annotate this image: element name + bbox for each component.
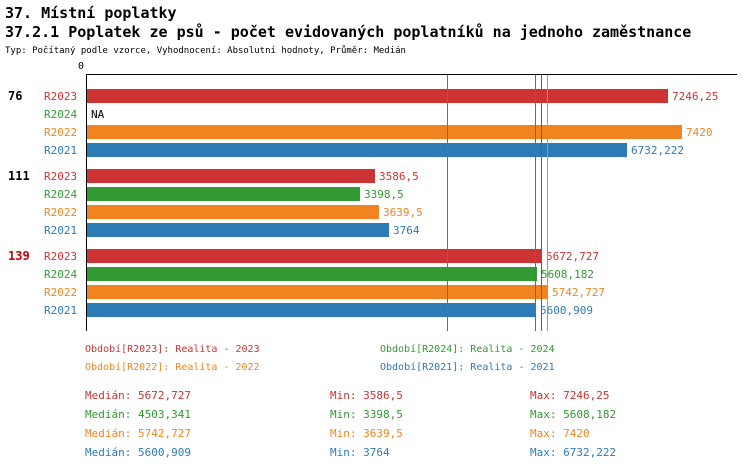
series-label: R2022 (44, 125, 78, 139)
bar-area: NA (86, 107, 750, 121)
series-label: R2023 (44, 89, 78, 103)
page-subtitle: 37.2.1 Poplatek ze psů - počet evidovaný… (5, 23, 692, 41)
bar (87, 205, 379, 219)
stat-min-R2022: Min: 3639,5 (330, 427, 403, 440)
bar-value-label: 6732,222 (631, 143, 684, 157)
stat-max-R2023: Max: 7246,25 (530, 389, 610, 402)
bar (87, 303, 536, 317)
legend-item-R2022: Období[R2022]: Realita - 2022 (85, 362, 260, 373)
bar-area: 3764 (86, 223, 750, 237)
bar-area: 3586,5 (86, 169, 750, 183)
bar-area: 3639,5 (86, 205, 750, 219)
chart-rows: 76 R2023 7246,25 R2024 NA R2022 7420 R2021 6732,… (0, 89, 750, 329)
x-axis-zero-label: 0 (78, 61, 85, 72)
stat-min-R2024: Min: 3398,5 (330, 408, 403, 421)
bar (87, 169, 375, 183)
series-label: R2024 (44, 267, 78, 281)
bar-group: 139 R2023 5672,727 R2024 5608,182 R2022 5742,7… (0, 249, 750, 317)
bar (87, 187, 360, 201)
bar-value-label: 5742,727 (552, 285, 605, 299)
bar-value-label: 7246,25 (672, 89, 719, 103)
bar-value-label: 3398,5 (364, 187, 404, 201)
bar (87, 143, 627, 157)
group-label: 139 (8, 249, 30, 263)
series-label: R2021 (44, 143, 78, 157)
legend-item-R2021: Období[R2021]: Realita - 2021 (380, 362, 555, 373)
bar-row: 111 R2023 3586,5 (0, 169, 750, 183)
bar-value-label: 5672,727 (546, 249, 599, 263)
bar-row: R2022 7420 (0, 125, 750, 139)
bar-row: R2022 3639,5 (0, 205, 750, 219)
series-label: R2023 (44, 169, 78, 183)
x-axis-line (86, 74, 737, 75)
bar-value-label: 3764 (393, 223, 420, 237)
bar-row: R2021 3764 (0, 223, 750, 237)
bar-area: 5742,727 (86, 285, 750, 299)
bar-value-label: 5600,909 (540, 303, 593, 317)
stat-max-R2021: Max: 6732,222 (530, 446, 617, 459)
bar-row: 76 R2023 7246,25 (0, 89, 750, 103)
chart-legend: Období[R2023]: Realita - 2023 Období[R202… (0, 344, 750, 384)
series-label: R2024 (44, 187, 78, 201)
stat-max-R2022: Max: 7420 (530, 427, 590, 440)
bar-area: 3398,5 (86, 187, 750, 201)
bar (87, 223, 389, 237)
page-header: 37. Místní poplatky 37.2.1 Poplatek ze p… (0, 0, 750, 56)
median-line-R2024 (447, 75, 448, 331)
stat-median-R2023: Medián: 5672,727 (85, 389, 191, 402)
bar-row: R2021 5600,909 (0, 303, 750, 317)
stat-median-R2021: Medián: 5600,909 (85, 446, 191, 459)
stat-median-R2022: Medián: 5742,727 (85, 427, 191, 440)
legend-item-R2023: Období[R2023]: Realita - 2023 (85, 344, 260, 355)
page-title: 37. Místní poplatky (5, 4, 177, 22)
legend-item-R2024: Období[R2024]: Realita - 2024 (380, 344, 555, 355)
stat-median-R2024: Medián: 4503,341 (85, 408, 191, 421)
stat-min-R2023: Min: 3586,5 (330, 389, 403, 402)
series-label: R2024 (44, 107, 78, 121)
series-label: R2021 (44, 223, 78, 237)
chart-stats: Medián: 5672,727 Min: 3586,5 Max: 7246,25 M… (0, 389, 750, 474)
median-line-R2021 (535, 75, 536, 331)
group-label: 111 (8, 169, 30, 183)
median-line-R2022 (547, 75, 548, 331)
bar-row: R2024 NA (0, 107, 750, 121)
bar-value-label: 3586,5 (379, 169, 419, 183)
bar (87, 249, 542, 263)
bar-value-label: 7420 (686, 125, 713, 139)
bar-row: R2021 6732,222 (0, 143, 750, 157)
bar-row: R2024 5608,182 (0, 267, 750, 281)
bar-area: 5672,727 (86, 249, 750, 263)
bar-area: 6732,222 (86, 143, 750, 157)
bar-chart: 0 76 R2023 7246,25 R2024 NA R2022 7420 R2021 6732… (0, 60, 750, 340)
bar-row: 139 R2023 5672,727 (0, 249, 750, 263)
bar-area: 7420 (86, 125, 750, 139)
bar (87, 125, 682, 139)
group-label: 76 (8, 89, 23, 103)
series-label: R2021 (44, 303, 78, 317)
bar-value-label: 5608,182 (541, 267, 594, 281)
bar-group: 111 R2023 3586,5 R2024 3398,5 R2022 3639,5 R202… (0, 169, 750, 237)
bar-value-label: NA (91, 107, 105, 121)
bar (87, 267, 537, 281)
bar (87, 89, 668, 103)
bar-row: R2022 5742,727 (0, 285, 750, 299)
bar-group: 76 R2023 7246,25 R2024 NA R2022 7420 R2021 6732,… (0, 89, 750, 157)
bar-row: R2024 3398,5 (0, 187, 750, 201)
stat-min-R2021: Min: 3764 (330, 446, 390, 459)
median-line-R2023 (541, 75, 542, 331)
chart-meta: Typ: Počítaný podle vzorce, Vyhodnocení:… (5, 46, 406, 56)
series-label: R2023 (44, 249, 78, 263)
bar-area: 5600,909 (86, 303, 750, 317)
y-axis-line (86, 74, 87, 331)
series-label: R2022 (44, 285, 78, 299)
series-label: R2022 (44, 205, 78, 219)
bar-area: 7246,25 (86, 89, 750, 103)
stat-max-R2024: Max: 5608,182 (530, 408, 617, 421)
bar-value-label: 3639,5 (383, 205, 423, 219)
bar-area: 5608,182 (86, 267, 750, 281)
bar (87, 285, 548, 299)
